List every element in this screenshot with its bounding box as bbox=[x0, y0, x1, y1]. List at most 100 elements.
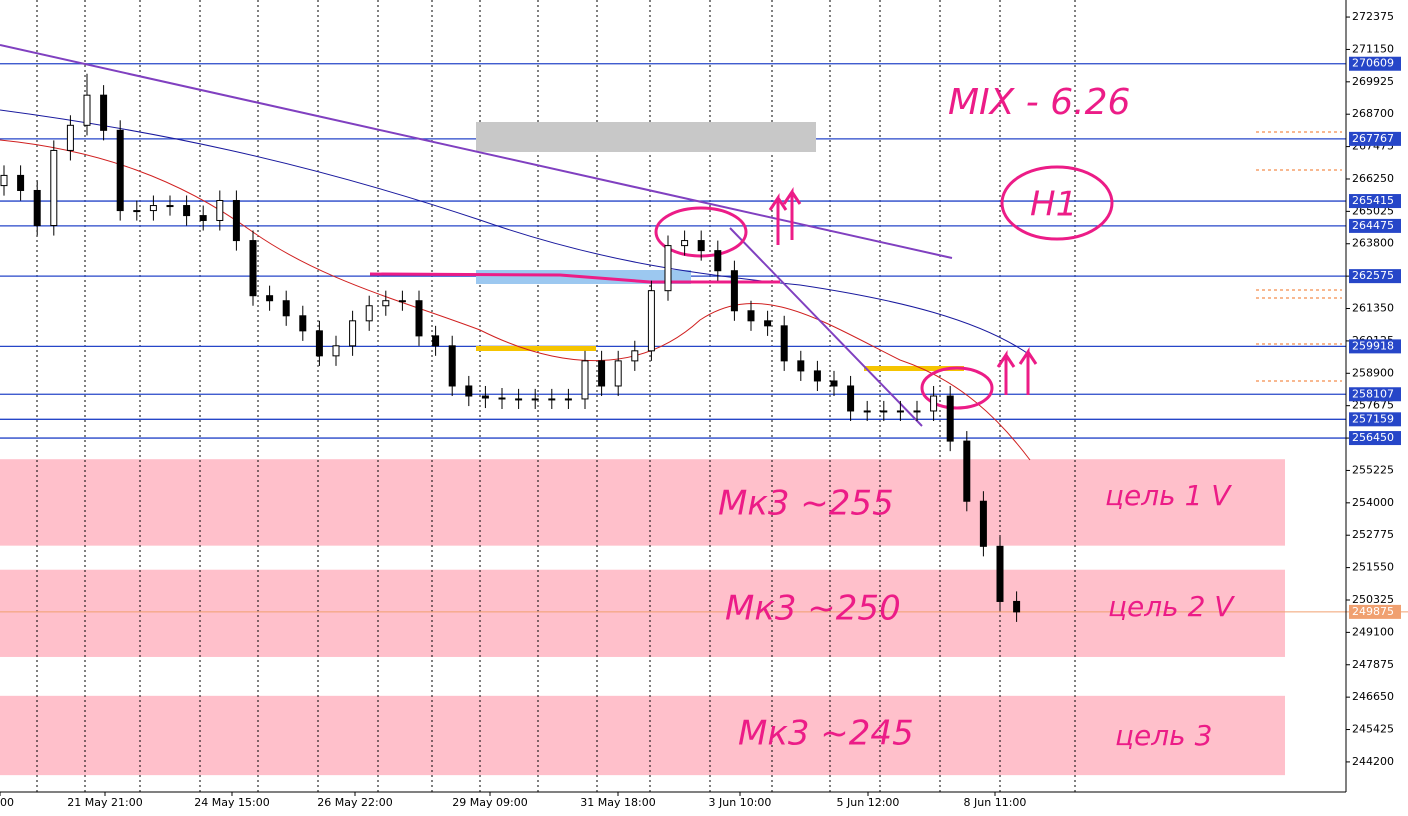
y-tick-label: 255225 bbox=[1352, 463, 1394, 476]
candle-body bbox=[315, 330, 323, 357]
arrow bbox=[768, 187, 802, 245]
candle-body bbox=[548, 398, 556, 401]
candle-body bbox=[813, 370, 821, 382]
y-tick-label: 263800 bbox=[1352, 237, 1394, 250]
level-label: 264475 bbox=[1352, 219, 1394, 232]
y-tick-label: 269925 bbox=[1352, 75, 1394, 88]
level-label-box bbox=[1349, 387, 1401, 402]
level-label: 262575 bbox=[1352, 269, 1394, 282]
candle-body bbox=[0, 174, 8, 187]
candle-body bbox=[780, 325, 788, 362]
level-label: 256450 bbox=[1352, 431, 1394, 444]
yellow-mark bbox=[864, 366, 964, 371]
y-tick-label: 245425 bbox=[1352, 723, 1394, 736]
y-tick-label: 244200 bbox=[1352, 755, 1394, 768]
annotation: Мк3 ~255 bbox=[718, 484, 894, 524]
level-label: 270609 bbox=[1352, 57, 1394, 70]
candle-body bbox=[498, 397, 506, 400]
gray-box bbox=[476, 122, 816, 152]
target-zone bbox=[0, 569, 1285, 657]
candle-body bbox=[282, 300, 290, 317]
y-tick-label: 258900 bbox=[1352, 366, 1394, 379]
candle-body bbox=[747, 310, 755, 322]
candle-body bbox=[349, 320, 357, 347]
target-zone bbox=[0, 695, 1285, 776]
level-label: 259918 bbox=[1352, 339, 1394, 352]
annotation: цель 1 V bbox=[1105, 479, 1232, 512]
candle-body bbox=[631, 350, 639, 362]
level-label-box bbox=[1349, 56, 1401, 71]
candle-body bbox=[17, 174, 25, 191]
candle-body bbox=[83, 94, 91, 126]
moving-average bbox=[0, 109, 1031, 356]
candle-body bbox=[764, 320, 772, 327]
annotation: H1 bbox=[1030, 185, 1077, 225]
level-label-box bbox=[1349, 218, 1401, 233]
candle-body bbox=[365, 305, 373, 322]
level-label-box bbox=[1349, 194, 1401, 209]
annotation: цель 2 V bbox=[1108, 590, 1235, 623]
level-label: 258107 bbox=[1352, 387, 1394, 400]
target-zone bbox=[0, 459, 1285, 546]
x-tick-label: 29 May 09:00 bbox=[452, 796, 527, 809]
candle-body bbox=[66, 124, 74, 151]
candle-body bbox=[681, 240, 689, 247]
candle-body bbox=[614, 360, 622, 387]
candle-body bbox=[332, 345, 340, 357]
x-tick-label: 3 Jun 10:00 bbox=[709, 796, 772, 809]
candle-body bbox=[50, 149, 58, 227]
arrow bbox=[996, 347, 1038, 395]
candle-body bbox=[149, 205, 157, 212]
candle-body bbox=[930, 395, 938, 412]
y-tick-label: 257675 bbox=[1352, 399, 1394, 412]
y-tick-label: 271150 bbox=[1352, 42, 1394, 55]
moving-average bbox=[0, 139, 1031, 461]
candle-body bbox=[249, 240, 257, 297]
candle-body bbox=[299, 315, 307, 332]
y-tick-label: 250325 bbox=[1352, 593, 1394, 606]
y-tick-label: 268700 bbox=[1352, 107, 1394, 120]
circle bbox=[920, 366, 994, 410]
drawn-line bbox=[369, 272, 780, 284]
annotation: MIX - 6.26 bbox=[948, 82, 1130, 123]
candle-body bbox=[946, 395, 954, 442]
candle-body bbox=[183, 205, 191, 217]
candle-body bbox=[216, 200, 224, 221]
level-label: 257159 bbox=[1352, 412, 1394, 425]
y-tick-label: 246650 bbox=[1352, 690, 1394, 703]
candle-body bbox=[398, 300, 406, 303]
x-tick-label: 8 Jun 11:00 bbox=[964, 796, 1027, 809]
candle-body bbox=[232, 200, 240, 242]
last-price-label: 249875 bbox=[1352, 605, 1394, 618]
candle-body bbox=[100, 94, 108, 131]
candle-body bbox=[581, 360, 589, 400]
x-tick-label: 31 May 18:00 bbox=[580, 796, 655, 809]
y-tick-label: 266250 bbox=[1352, 172, 1394, 185]
x-tick-label: 21 May 21:00 bbox=[67, 796, 142, 809]
candle-body bbox=[797, 360, 805, 372]
candle-body bbox=[996, 545, 1004, 602]
candle-body bbox=[382, 300, 390, 307]
y-tick-label: 252775 bbox=[1352, 528, 1394, 541]
level-label-box bbox=[1349, 131, 1401, 146]
candle-body bbox=[896, 410, 904, 413]
candle-body bbox=[465, 385, 473, 397]
y-tick-label: 247875 bbox=[1352, 658, 1394, 671]
candle-body bbox=[432, 335, 440, 347]
annotation: цель 3 bbox=[1115, 719, 1212, 752]
candle-body bbox=[830, 380, 838, 387]
x-tick-label: 00 bbox=[0, 796, 14, 809]
candle-body bbox=[481, 395, 489, 399]
candle-body bbox=[116, 129, 124, 212]
candle-body bbox=[863, 410, 871, 413]
candle-body bbox=[647, 290, 655, 352]
candle-body bbox=[913, 410, 921, 413]
candle-body bbox=[564, 398, 572, 401]
candle-body bbox=[415, 300, 423, 337]
y-tick-label: 251550 bbox=[1352, 561, 1394, 574]
candle-body bbox=[266, 295, 274, 302]
candle-body bbox=[598, 360, 606, 387]
candle-body bbox=[730, 270, 738, 312]
candle-body bbox=[880, 410, 888, 413]
y-tick-label: 272375 bbox=[1352, 10, 1394, 23]
